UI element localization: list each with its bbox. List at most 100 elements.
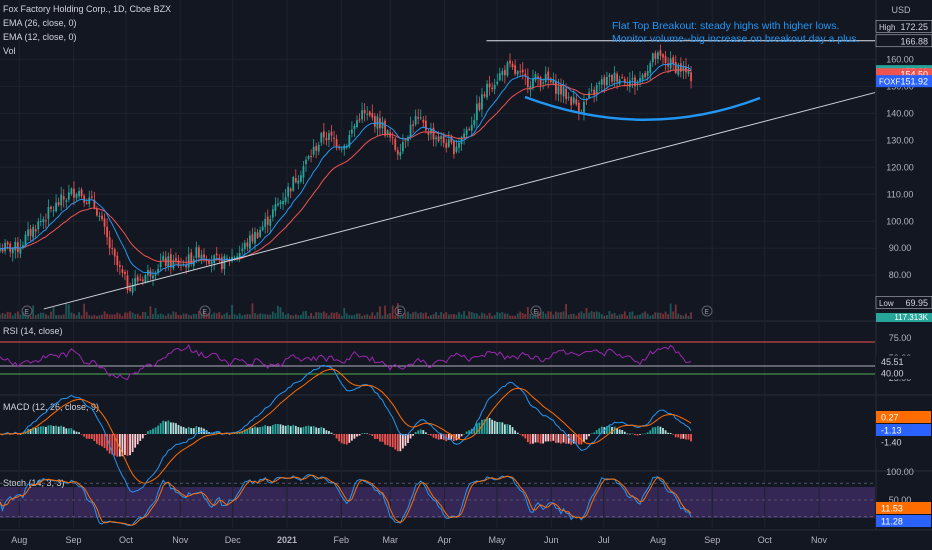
volume-bar	[55, 315, 57, 319]
candle-body	[608, 74, 611, 78]
price-label-bg	[875, 296, 932, 309]
ema26-line	[0, 69, 692, 264]
volume-bar	[396, 303, 399, 319]
candle-body	[108, 237, 111, 249]
macd-histogram-bar	[450, 434, 453, 440]
volume-bar	[271, 311, 274, 319]
macd-histogram-bar	[338, 434, 341, 442]
volume-bar	[672, 311, 675, 319]
macd-histogram-bar	[149, 429, 152, 434]
macd-histogram-bar	[147, 431, 149, 434]
time-tick-label: Aug	[11, 535, 27, 545]
volume-bar	[430, 315, 432, 319]
volume-bar	[307, 315, 310, 319]
candle-body	[628, 80, 631, 87]
volume-bar	[42, 312, 45, 319]
macd-histogram-bar	[458, 434, 460, 439]
volume-bar	[511, 315, 514, 319]
candle-body	[96, 209, 98, 216]
earnings-flag-icon	[394, 305, 406, 317]
stoch-value-label-bg	[876, 515, 931, 527]
time-tick-label: Mar	[383, 535, 399, 545]
candle-body	[419, 117, 422, 119]
candle-body	[437, 136, 440, 141]
candle-body	[16, 242, 19, 253]
candle-body	[654, 53, 657, 59]
macd-histogram-bar	[73, 430, 75, 434]
candle-body	[539, 77, 542, 86]
volume-bar	[310, 312, 312, 319]
volume-bar	[4, 313, 6, 319]
candle-body	[473, 120, 476, 126]
volume-bar	[524, 314, 527, 319]
macd-histogram-bar	[200, 427, 203, 434]
macd-histogram-bar	[486, 417, 488, 434]
candle-body	[103, 218, 106, 227]
macd-histogram-bar	[52, 426, 55, 434]
candle-body	[340, 148, 343, 150]
macd-histogram-bar	[532, 434, 534, 444]
volume-bar	[131, 312, 134, 319]
candle-body	[501, 71, 504, 76]
candle-body	[590, 89, 593, 91]
candle-body	[488, 83, 491, 88]
volume-bar	[118, 313, 121, 319]
macd-histogram-bar	[75, 431, 78, 434]
volume-bar	[343, 307, 346, 319]
volume-bar	[45, 314, 47, 319]
macd-histogram-bar	[180, 426, 182, 434]
macd-histogram-bar	[172, 422, 175, 434]
candle-body	[307, 156, 310, 159]
volume-bar	[516, 313, 519, 319]
volume-bar	[590, 311, 593, 319]
volume-bar	[376, 312, 379, 319]
candle-body	[399, 152, 402, 156]
volume-bar	[338, 313, 341, 319]
macd-histogram-bar	[460, 434, 463, 437]
volume-bar	[616, 315, 618, 319]
macd-histogram-bar	[294, 425, 297, 434]
candle-body	[432, 127, 435, 140]
volume-bar	[101, 314, 103, 319]
volume-bar	[11, 315, 14, 319]
macd-histogram-bar	[511, 427, 514, 434]
volume-bar	[208, 312, 210, 319]
candle-body	[70, 188, 73, 195]
candle-body	[190, 252, 193, 264]
volume-bar	[358, 313, 361, 319]
macd-histogram-bar	[29, 429, 32, 434]
macd-histogram-bar	[70, 428, 73, 434]
macd-signal-line	[0, 368, 692, 484]
candle-body	[282, 200, 284, 205]
candle-body	[172, 260, 175, 269]
volume-bar	[9, 312, 12, 319]
volume-bar	[162, 314, 165, 319]
candle-body	[328, 133, 330, 140]
volume-bar	[284, 314, 287, 319]
macd-histogram-bar	[542, 434, 545, 444]
candle-body	[631, 78, 634, 80]
candle-body	[521, 69, 524, 73]
candle-body	[208, 260, 210, 264]
macd-histogram-bar	[373, 434, 376, 439]
macd-histogram-bar	[271, 425, 274, 434]
candle-body	[685, 66, 687, 73]
candle-body	[159, 261, 162, 268]
candle-body	[468, 128, 471, 130]
volume-bar	[662, 313, 664, 319]
volume-bar	[177, 314, 180, 319]
candle-body	[373, 116, 376, 127]
volume-bar	[213, 312, 216, 319]
earnings-flag-icon	[701, 305, 713, 317]
volume-bar	[679, 315, 682, 319]
candle-body	[593, 89, 596, 95]
candle-body	[348, 135, 351, 147]
volume-label: 117.313K	[894, 313, 928, 322]
volume-bar	[481, 312, 483, 319]
macd-histogram-bar	[368, 434, 371, 435]
volume-bar	[157, 314, 159, 319]
volume-bar	[0, 314, 1, 319]
candle-body	[371, 112, 374, 118]
volume-bar	[646, 313, 649, 319]
